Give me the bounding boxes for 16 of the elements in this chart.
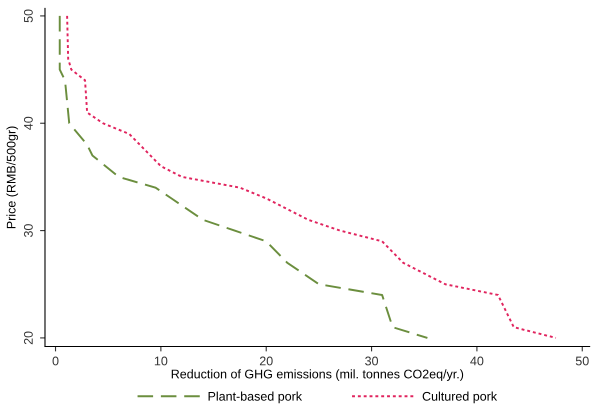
- y-tick-label: 30: [24, 224, 33, 238]
- x-tick-label: 30: [365, 356, 378, 366]
- x-tick-label: 20: [260, 356, 273, 366]
- x-tick-label: 40: [470, 356, 484, 366]
- line-series: [58, 14, 428, 339]
- y-axis-title: Price (RMB/500gr): [6, 126, 18, 228]
- x-tick-label: 10: [154, 356, 168, 366]
- legend-label: Cultured pork: [422, 392, 498, 404]
- x-tick-label: 0: [52, 356, 59, 366]
- y-tick-label: 50: [24, 9, 33, 22]
- y-tick-label: 40: [24, 116, 33, 130]
- legend-label: Plant-based pork: [208, 392, 302, 404]
- x-axis-title: Reduction of GHG emissions (mil. tonnes CO2eq/yr.): [172, 369, 464, 381]
- y-tick-label: 20: [24, 331, 33, 344]
- x-tick-label: 50: [576, 356, 589, 366]
- line-series: [66, 14, 557, 339]
